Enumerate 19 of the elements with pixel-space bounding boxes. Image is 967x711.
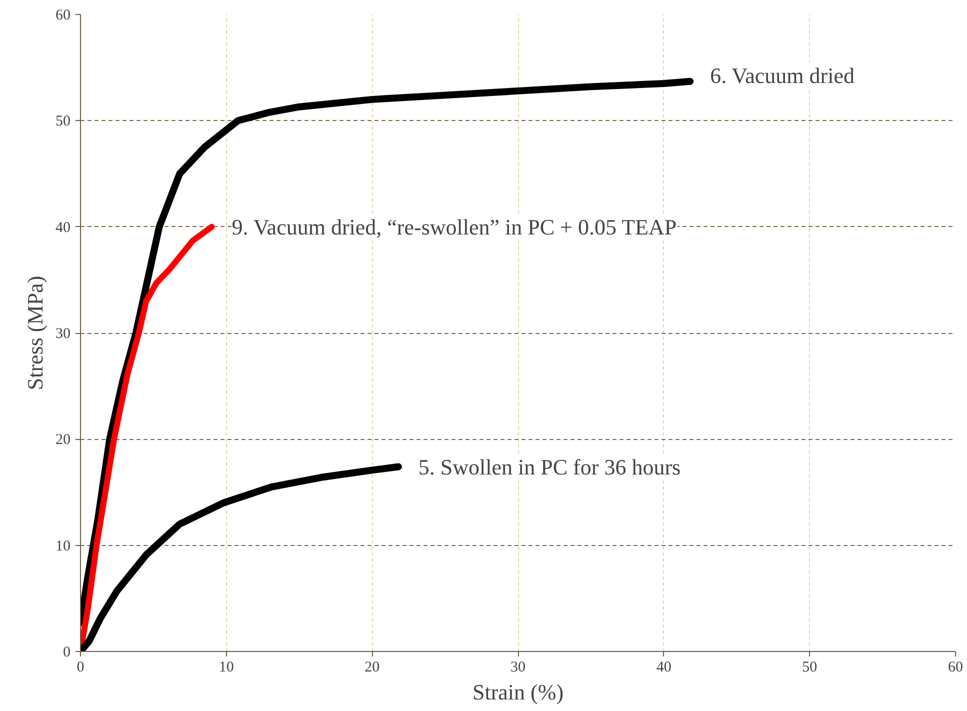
series-label: 6. Vacuum dried <box>710 62 854 88</box>
x-tick-label: 50 <box>802 660 818 676</box>
x-tick-label: 30 <box>510 660 526 676</box>
x-tick-label: 60 <box>948 660 963 676</box>
y-tick-label: 30 <box>56 326 70 342</box>
y-tick-label: 0 <box>63 644 70 660</box>
y-tick-label: 60 <box>56 8 70 24</box>
y-tick-label: 50 <box>56 114 70 130</box>
y-tick-label: 10 <box>56 538 70 554</box>
x-tick-label: 20 <box>364 660 380 676</box>
y-tick-label: 20 <box>56 432 70 448</box>
series-label: 5. Swollen in PC for 36 hours <box>418 454 681 480</box>
x-tick-label: 40 <box>656 660 672 676</box>
x-axis-title: Strain (%) <box>472 680 564 704</box>
x-tick-label: 0 <box>76 660 84 676</box>
series-label: 9. Vacuum dried, “re-swollen” in PC + 0.05 TEAP <box>232 214 677 240</box>
y-axis-title: Stress (MPa) <box>22 276 48 390</box>
x-tick-label: 10 <box>218 660 234 676</box>
y-tick-label: 40 <box>56 220 70 236</box>
